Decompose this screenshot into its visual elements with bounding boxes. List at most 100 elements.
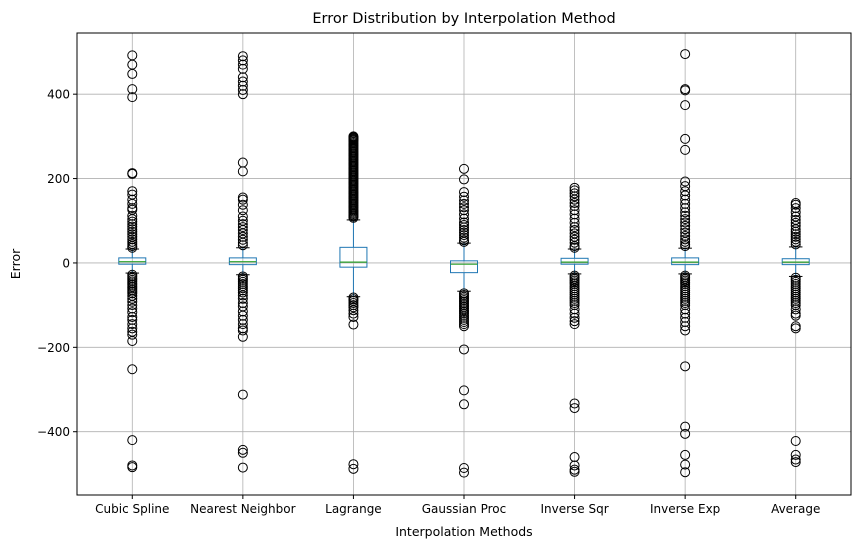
outlier-point: [680, 144, 691, 155]
outlier-point: [348, 459, 359, 470]
outlier-point: [237, 287, 248, 298]
outlier-point: [680, 217, 691, 228]
outlier-point: [237, 231, 248, 242]
outlier-point: [348, 311, 359, 322]
outlier-point: [790, 199, 801, 210]
outlier-point: [127, 435, 138, 446]
outlier-point: [569, 242, 580, 253]
outlier-point: [237, 462, 248, 473]
y-tick-label: 400: [47, 88, 70, 102]
outlier-point: [569, 398, 580, 409]
outlier-point: [569, 300, 580, 311]
outlier-point: [569, 319, 580, 330]
outlier-point: [459, 232, 469, 243]
outlier-point: [237, 199, 248, 210]
outlier-point: [237, 240, 248, 251]
y-tick-label: 200: [47, 172, 70, 186]
outlier-point: [459, 191, 469, 202]
outlier-point: [680, 325, 691, 336]
outlier-point: [127, 314, 138, 325]
outlier-point: [127, 214, 138, 225]
outlier-point: [790, 207, 801, 218]
outlier-point: [127, 336, 138, 346]
outlier-point: [237, 306, 248, 317]
outlier-point: [127, 300, 138, 311]
box-group: [228, 51, 257, 473]
outlier-point: [237, 51, 248, 62]
outlier-point: [459, 230, 469, 241]
outlier-point: [790, 226, 801, 237]
outlier-point: [569, 237, 580, 248]
outlier-point: [348, 463, 359, 474]
outlier-point: [569, 213, 580, 224]
outlier-point: [127, 462, 138, 473]
outlier-point: [790, 300, 801, 311]
iqr-box: [118, 257, 147, 265]
box-group: [118, 50, 147, 473]
outlier-point: [790, 234, 801, 245]
outlier-point: [348, 308, 359, 319]
outlier-point: [237, 310, 248, 321]
outlier-point: [127, 319, 138, 330]
y-axis: −400 −200 0 200 400: [37, 88, 77, 439]
outlier-point: [459, 163, 469, 174]
outlier-point: [127, 168, 138, 179]
x-tick-label: Inverse Exp: [650, 502, 720, 516]
outlier-point: [459, 209, 469, 220]
outlier-point: [237, 205, 248, 216]
outlier-point: [569, 200, 580, 211]
outlier-point: [459, 195, 469, 206]
outlier-point: [237, 76, 248, 87]
outlier-point: [680, 210, 691, 221]
box-group: [781, 198, 810, 468]
outlier-point: [569, 205, 580, 216]
box-group: [671, 49, 700, 478]
outlier-point: [237, 314, 248, 325]
outlier-point: [348, 212, 359, 223]
outlier-point: [680, 308, 691, 319]
outlier-point: [348, 305, 359, 316]
outlier-point: [569, 225, 580, 236]
outlier-point: [569, 304, 580, 315]
outlier-point: [237, 225, 248, 236]
outlier-point: [680, 194, 691, 205]
outlier-point: [680, 300, 691, 311]
outlier-point: [459, 219, 469, 230]
outlier-point: [569, 460, 580, 471]
outlier-point: [680, 361, 691, 372]
outlier-point: [127, 186, 138, 197]
outlier-point: [459, 222, 469, 233]
outlier-point: [237, 447, 248, 458]
box-group: [450, 163, 478, 478]
outlier-point: [127, 216, 138, 227]
outlier-point: [680, 449, 691, 460]
outlier-point: [127, 226, 138, 237]
x-axis: Cubic Spline Nearest Neighbor Lagrange Gaus…: [95, 495, 820, 516]
outlier-point: [790, 435, 801, 446]
outlier-point: [569, 466, 580, 477]
outlier-point: [459, 217, 469, 228]
outlier-point: [790, 220, 801, 231]
outlier-point: [127, 288, 138, 299]
iqr-box: [450, 260, 478, 274]
outlier-point: [127, 229, 138, 240]
boxes-layer: [118, 49, 810, 478]
outlier-point: [127, 219, 138, 230]
outlier-point: [790, 224, 801, 235]
outlier-point: [237, 234, 248, 245]
outlier-point: [459, 198, 469, 209]
x-tick-label: Lagrange: [325, 502, 382, 516]
outlier-point: [569, 308, 580, 319]
y-tick-label: −400: [37, 425, 70, 439]
outlier-point: [237, 89, 248, 100]
outlier-point: [680, 220, 691, 231]
outlier-point: [569, 234, 580, 245]
outlier-point: [680, 321, 691, 332]
x-tick-label: Nearest Neighbor: [190, 502, 295, 516]
outlier-point: [237, 389, 248, 400]
outlier-point: [459, 399, 469, 410]
outlier-point: [237, 80, 248, 91]
outlier-point: [459, 344, 469, 355]
outlier-point: [569, 222, 580, 233]
outlier-point: [680, 241, 691, 252]
